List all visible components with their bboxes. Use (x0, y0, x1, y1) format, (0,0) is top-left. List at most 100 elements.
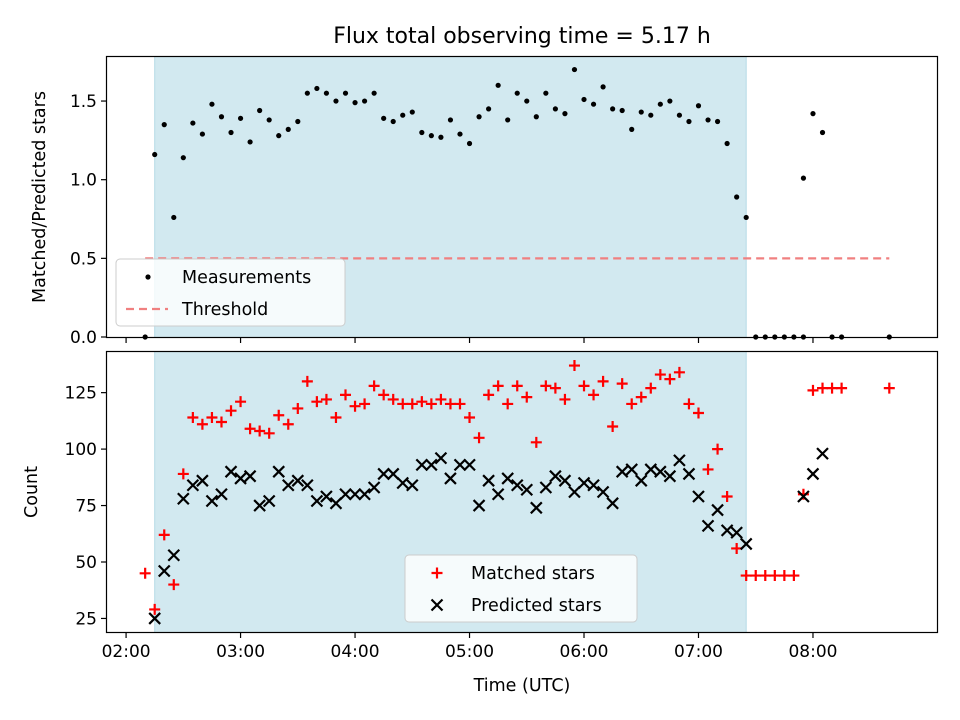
predicted-stars-point (539, 481, 553, 494)
top-legend: Measurements Threshold (115, 258, 346, 327)
matched-stars-point (464, 411, 476, 423)
measurements-point (199, 131, 206, 137)
measurements-point (295, 118, 301, 125)
matched-stars-point (702, 463, 714, 475)
matched-stars-point (788, 570, 800, 582)
predicted-stars-point (396, 476, 410, 490)
predicted-stars-point (167, 548, 181, 562)
matched-stars-point (769, 570, 781, 582)
measurements-point (590, 101, 597, 107)
matched-stars-point (778, 570, 790, 582)
measurements-point (648, 112, 654, 118)
matched-stars-point (588, 389, 600, 401)
predicted-stars-point (482, 474, 495, 487)
y-tick-label: 75 (75, 497, 97, 517)
predicted-stars-point (692, 490, 705, 503)
measurements-point (209, 101, 215, 107)
matched-stars-point (692, 407, 704, 419)
top-y-axis-label: Matched/Predicted stars (30, 91, 50, 303)
measurements-point (428, 133, 434, 139)
predicted-stars-point (644, 463, 658, 476)
matched-stars-point (559, 393, 571, 405)
predicted-stars-point (234, 472, 247, 485)
legend-label-measurements: Measurements (182, 268, 311, 288)
matched-stars-point (807, 384, 819, 396)
measurements-point (705, 117, 711, 123)
measurements-point (571, 66, 578, 73)
measurements-point (314, 85, 320, 92)
predicted-stars-point (797, 490, 810, 503)
matched-stars-point (292, 402, 304, 414)
measurements-point (543, 90, 549, 96)
top-subplot: 0.0 0.5 1.0 1.5 Matched/Predicted stars Mea… (30, 55, 939, 348)
measurements-point (724, 140, 730, 147)
y-tick-label: 125 (65, 384, 97, 404)
matched-stars-point (378, 389, 390, 401)
measurements-point (819, 129, 826, 136)
top-y-axis-ticks: 0.0 0.5 1.0 1.5 (70, 92, 107, 348)
measurements-point (276, 133, 282, 139)
top-axes-frame (105, 55, 939, 339)
measurements-point (610, 106, 616, 112)
measurements-point (800, 175, 807, 181)
matched-stars-point (235, 396, 247, 408)
measurements-point (581, 96, 587, 103)
x-tick-label: 04:00 (331, 642, 380, 662)
measurements-point (180, 155, 186, 161)
measurements-point (695, 103, 702, 109)
measurements-point (218, 114, 225, 120)
measurements-point (257, 107, 263, 114)
matched-stars-point (540, 380, 552, 392)
predicted-stars-point (425, 458, 438, 472)
predicted-stars-point (682, 467, 696, 481)
measurements-point (352, 100, 358, 106)
matched-stars-point (340, 389, 352, 401)
predicted-stars-point (510, 478, 524, 492)
matched-stars-point (139, 567, 151, 579)
matched-stars-point (521, 391, 533, 403)
measurements-point (152, 151, 158, 158)
legend-swatch (430, 598, 444, 612)
measurements-point (447, 117, 454, 123)
matched-stars-point (301, 375, 313, 387)
measurements-point (419, 129, 425, 136)
predicted-stars-point (157, 564, 171, 578)
measurements-point (524, 98, 530, 104)
measurements-point (409, 109, 415, 115)
y-tick-label: 1.0 (70, 171, 97, 191)
matched-stars-point (454, 398, 466, 410)
matched-stars-point (273, 409, 285, 421)
matched-stars-point (740, 570, 752, 582)
matched-stars-point (597, 375, 609, 387)
predicted-stars-point (434, 451, 448, 465)
matched-stars-point (721, 491, 733, 503)
matched-stars-point (664, 373, 676, 385)
matched-stars-point (568, 360, 580, 372)
legend-swatch (145, 274, 151, 280)
matched-stars-point (330, 411, 342, 423)
predicted-stars-point (453, 458, 467, 472)
figure-title: Flux total observing time = 5.17 h (333, 24, 711, 49)
matched-stars-point (712, 443, 724, 455)
measurements-point (390, 118, 396, 125)
matched-stars-point (320, 393, 332, 405)
matched-stars-point (254, 425, 266, 437)
measurements-point (361, 98, 368, 104)
predicted-stars-point (701, 519, 715, 533)
measurements-point (438, 134, 444, 140)
measurements-point (266, 117, 272, 123)
predicted-stars-point (625, 463, 638, 476)
matched-stars-point (492, 380, 504, 392)
predicted-stars-point (501, 472, 514, 485)
predicted-stars-point (205, 494, 219, 508)
predicted-stars-point (367, 481, 381, 494)
measurements-point (495, 82, 501, 88)
matched-stars-point (607, 421, 619, 433)
matched-stars-point (215, 416, 227, 428)
matched-stars-point (149, 603, 161, 615)
x-tick-label: 08:00 (788, 642, 837, 662)
matched-stars-point (444, 398, 456, 410)
predicted-stars-point (406, 478, 419, 492)
matched-stars-point (616, 378, 628, 390)
